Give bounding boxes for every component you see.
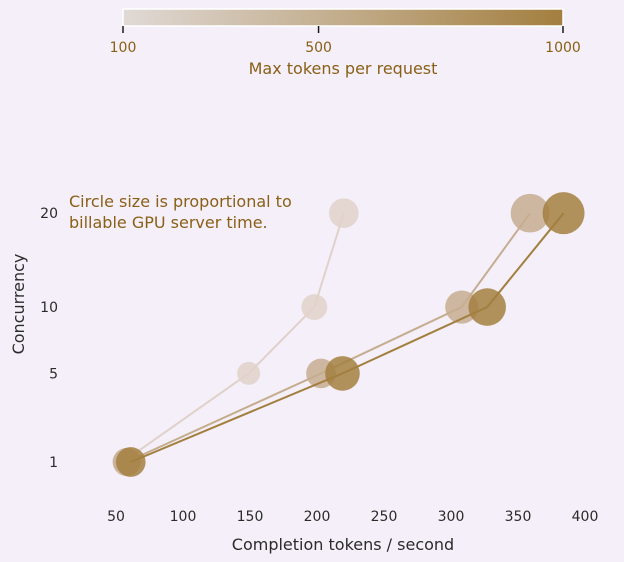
y-tick-label: 20 <box>40 206 58 222</box>
x-tick-label: 350 <box>505 509 532 525</box>
x-tick-label: 150 <box>237 509 264 525</box>
series-line <box>130 212 565 463</box>
x-tick-label: 250 <box>371 509 398 525</box>
colorbar: 100 500 1000 Max tokens per request <box>110 8 581 78</box>
data-point <box>328 198 359 229</box>
data-point <box>115 447 146 477</box>
colorbar-label: Max tokens per request <box>249 59 438 78</box>
annotation-line-2: billable GPU server time. <box>69 213 268 232</box>
colorbar-tick-label: 100 <box>110 40 137 56</box>
series-line <box>126 212 531 463</box>
series-100 <box>112 198 359 472</box>
y-axis: 1 5 10 20 <box>40 206 58 471</box>
y-tick-label: 10 <box>40 300 58 316</box>
data-point <box>468 288 506 326</box>
x-axis: 50 100 150 200 250 300 350 400 <box>107 509 598 525</box>
y-tick-label: 5 <box>49 366 58 382</box>
series-line <box>122 212 345 463</box>
x-tick-label: 400 <box>572 509 599 525</box>
data-point <box>510 193 550 233</box>
x-tick-label: 50 <box>107 509 125 525</box>
colorbar-gradient <box>122 8 564 27</box>
x-axis-label: Completion tokens / second <box>232 535 454 554</box>
plot-area <box>112 192 585 477</box>
y-axis-label: Concurrency <box>9 254 28 355</box>
colorbar-tick-label: 500 <box>305 40 332 56</box>
y-tick-label: 1 <box>49 455 58 471</box>
colorbar-tick-label: 1000 <box>545 40 581 56</box>
x-tick-label: 100 <box>170 509 197 525</box>
x-tick-label: 300 <box>438 509 465 525</box>
annotation-line-1: Circle size is proportional to <box>69 192 292 211</box>
data-point <box>301 294 328 320</box>
data-point <box>542 192 585 235</box>
series-1000 <box>115 192 585 477</box>
series-500 <box>112 193 550 477</box>
data-point <box>237 361 261 385</box>
x-tick-label: 200 <box>304 509 331 525</box>
data-point <box>325 356 360 391</box>
